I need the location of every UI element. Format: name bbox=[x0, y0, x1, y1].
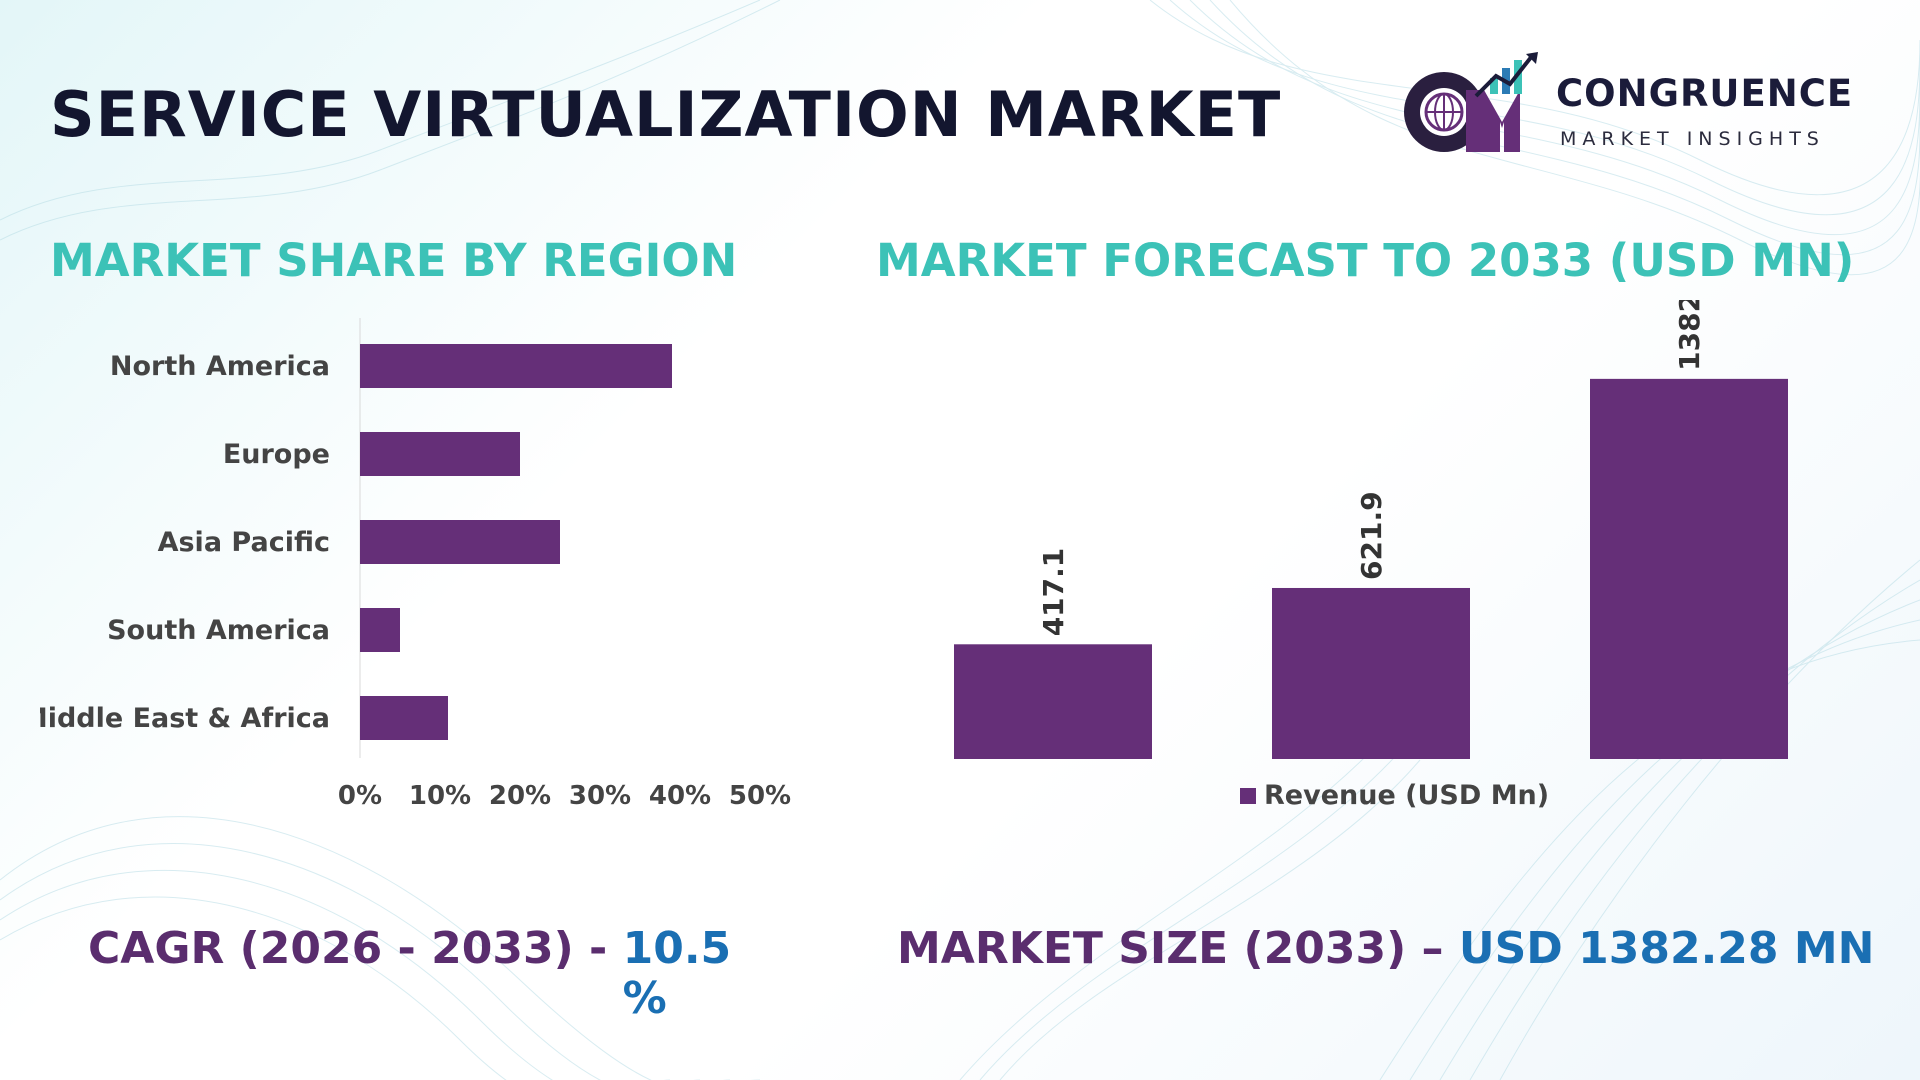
company-logo: CONGRUENCE MARKET INSIGHTS bbox=[1396, 50, 1896, 160]
data-label: 621.9 bbox=[1355, 491, 1388, 580]
cagr-value: 10.5 % bbox=[622, 923, 732, 1024]
bar bbox=[360, 344, 672, 388]
page-title: SERVICE VIRTUALIZATION MARKET bbox=[50, 78, 1282, 151]
x-tick-label: 50% bbox=[729, 781, 791, 811]
legend-swatch bbox=[1240, 788, 1256, 804]
bar bbox=[360, 432, 520, 476]
category-label: Middle East & Africa bbox=[40, 703, 330, 734]
category-label: South America bbox=[107, 615, 330, 646]
cagr-stat: CAGR (2026 - 2033) - 10.5 % bbox=[88, 924, 733, 1024]
region-share-title: MARKET SHARE BY REGION bbox=[50, 234, 738, 287]
logo-tagline: MARKET INSIGHTS bbox=[1560, 128, 1825, 150]
bar bbox=[1272, 587, 1470, 759]
market-size-value: USD 1382.28 MN bbox=[1458, 923, 1875, 974]
logo-name: CONGRUENCE bbox=[1556, 72, 1854, 115]
category-label: Europe bbox=[223, 439, 330, 470]
market-size-label: MARKET SIZE (2033) – bbox=[897, 923, 1444, 974]
logo-mark-icon bbox=[1404, 52, 1538, 152]
data-label: 1382.3 bbox=[1673, 300, 1706, 371]
x-tick-label: 0% bbox=[338, 781, 382, 811]
market-size-stat: MARKET SIZE (2033) – USD 1382.28 MN bbox=[897, 924, 1874, 974]
forecast-title: MARKET FORECAST TO 2033 (USD MN) bbox=[876, 234, 1855, 287]
x-tick-label: 40% bbox=[649, 781, 711, 811]
category-label: Asia Pacific bbox=[158, 527, 330, 558]
legend-label: Revenue (USD Mn) bbox=[1264, 780, 1549, 811]
bar bbox=[954, 644, 1152, 759]
forecast-chart: 417.1 621.9 1382.3 Revenue (USD Mn) bbox=[954, 300, 1788, 811]
bar bbox=[360, 520, 560, 564]
category-label: North America bbox=[110, 351, 330, 382]
bar bbox=[1590, 378, 1788, 759]
bar bbox=[360, 696, 448, 740]
bar bbox=[360, 608, 400, 652]
cagr-label: CAGR (2026 - 2033) - bbox=[88, 923, 608, 974]
region-share-chart: North America Europe Asia Pacific South Ame… bbox=[40, 318, 791, 811]
x-tick-label: 10% bbox=[409, 781, 471, 811]
x-tick-label: 20% bbox=[489, 781, 551, 811]
data-label: 417.1 bbox=[1037, 548, 1070, 637]
x-tick-label: 30% bbox=[569, 781, 631, 811]
